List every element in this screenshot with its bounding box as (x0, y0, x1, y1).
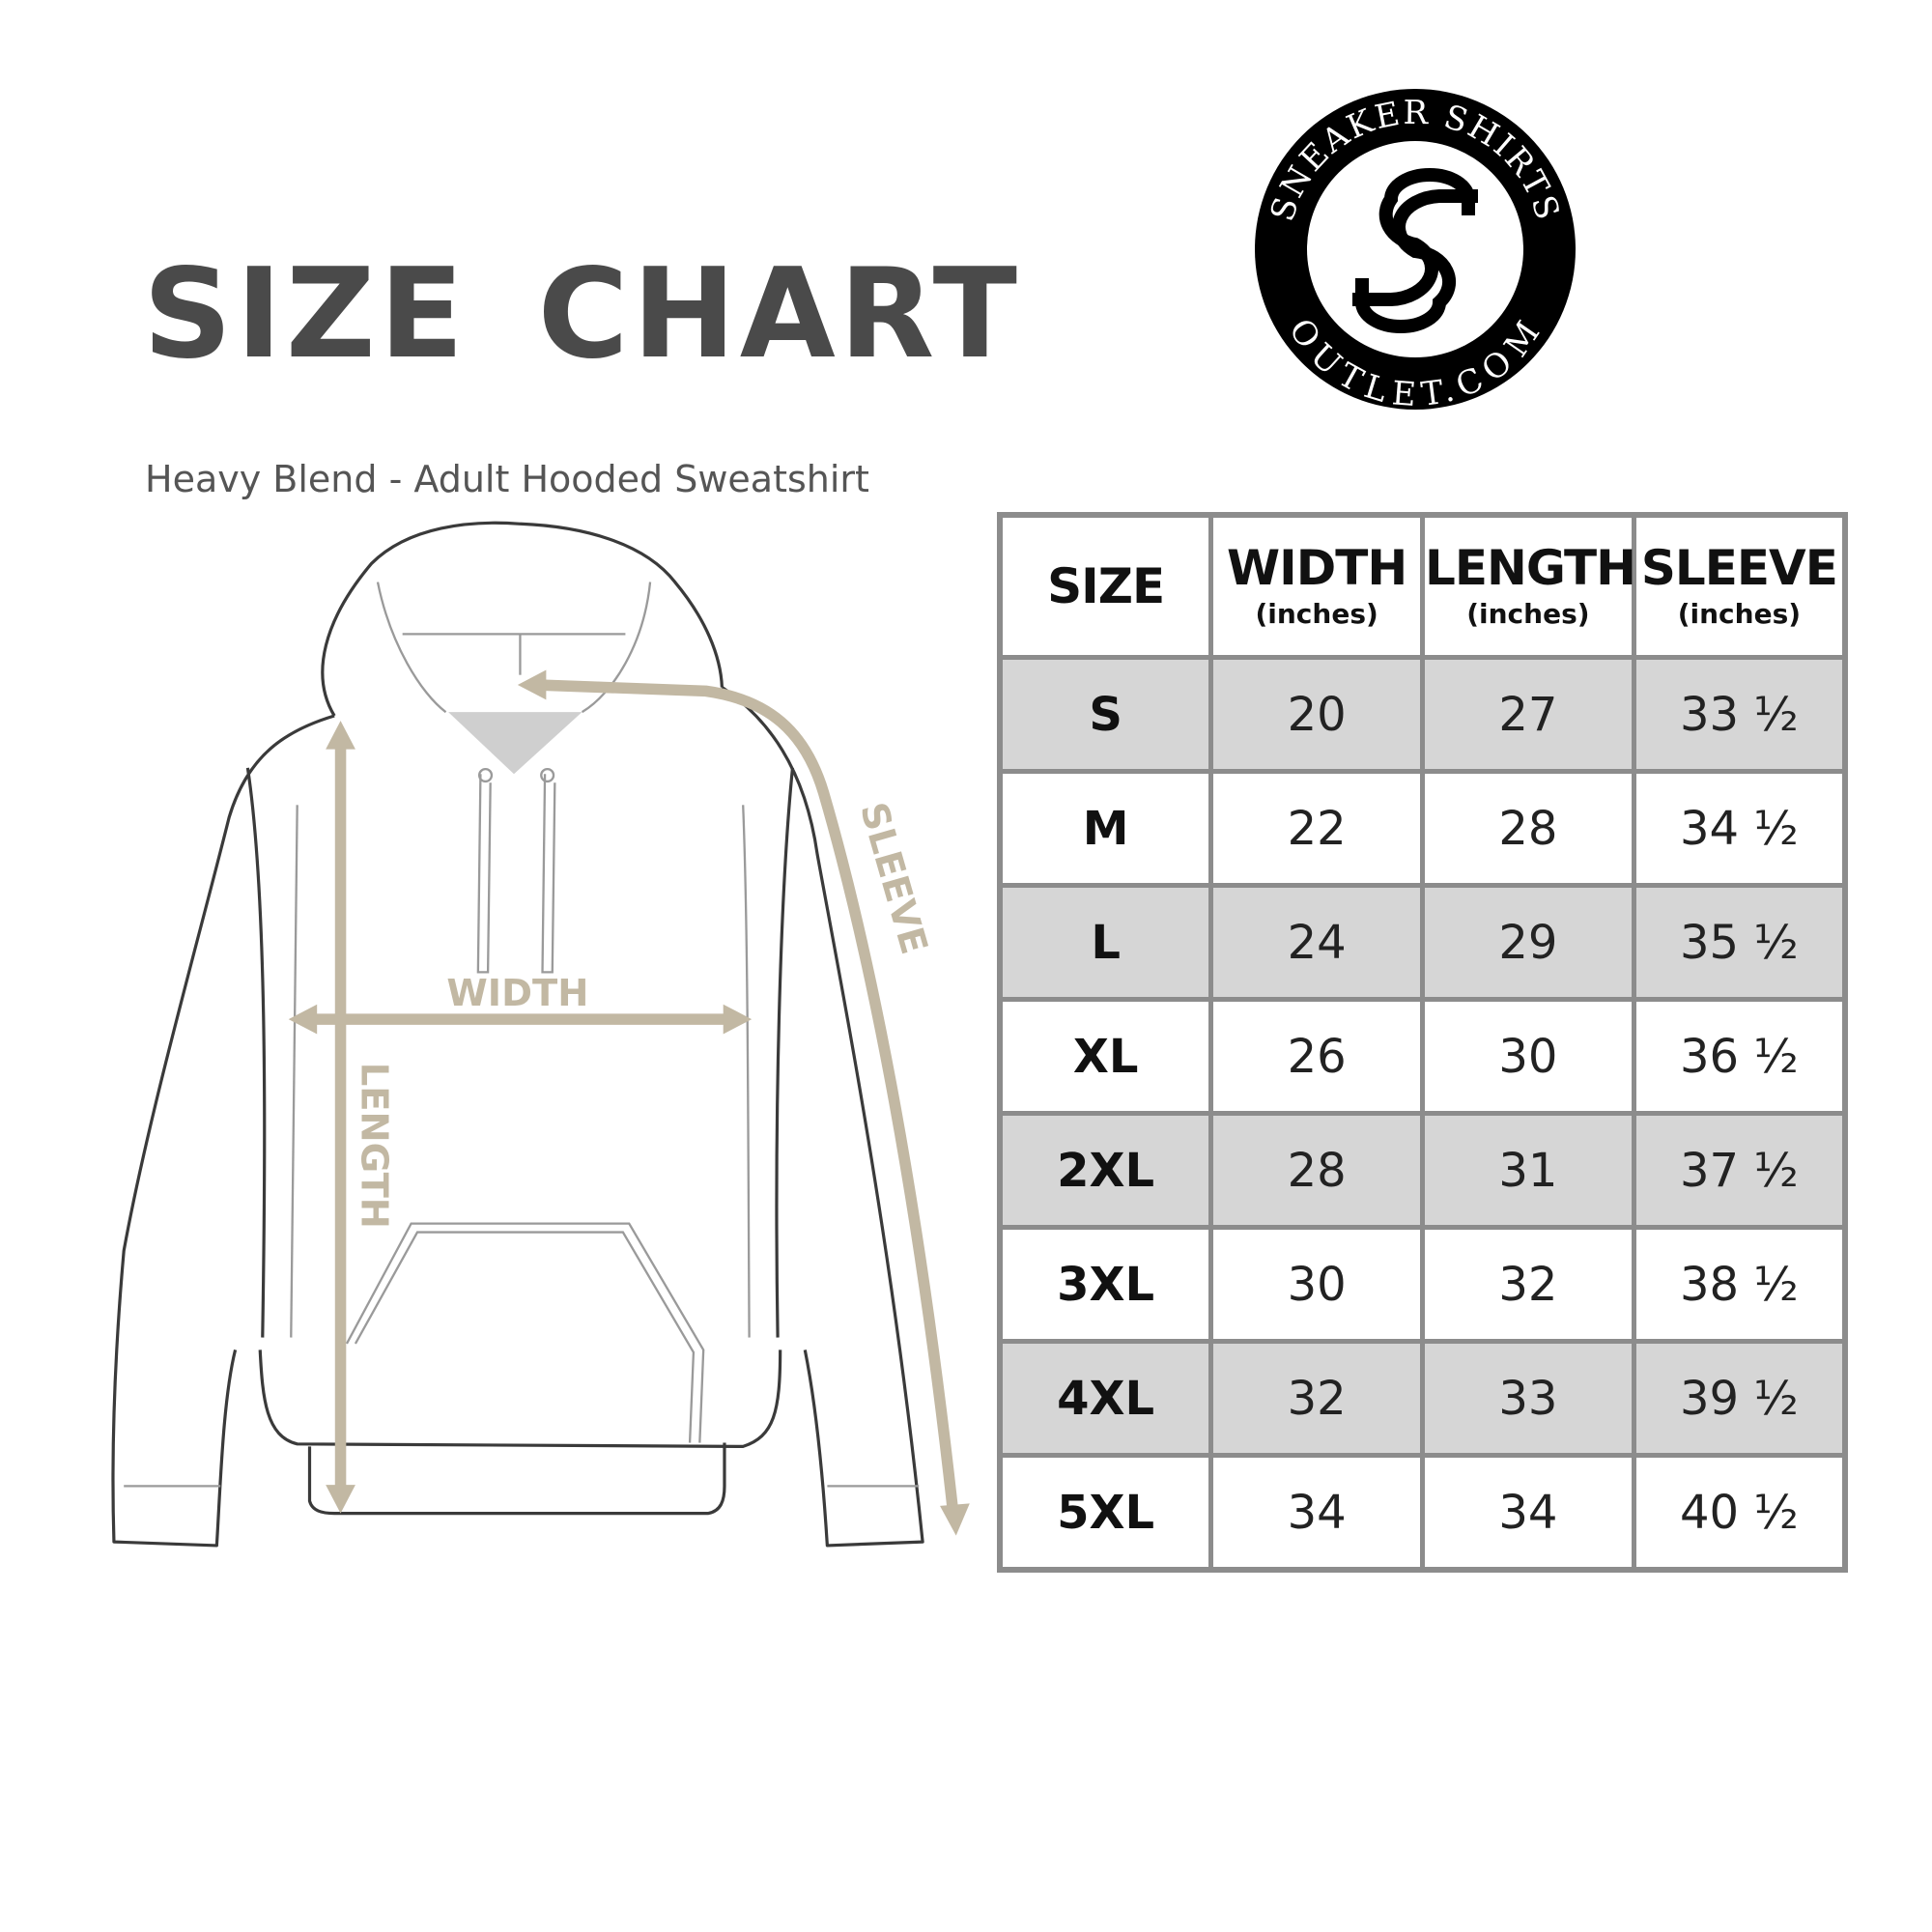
table-row: L 24 29 35 ½ (997, 883, 1848, 1002)
header-sleeve: SLEEVE (inches) (1631, 512, 1848, 660)
page-title: SIZE CHART (143, 242, 1021, 386)
cell-sleeve: 36 ½ (1631, 997, 1848, 1116)
cell-sleeve: 35 ½ (1631, 883, 1848, 1002)
length-label: LENGTH (352, 1063, 395, 1229)
cell-sleeve: 33 ½ (1631, 655, 1848, 774)
product-subtitle: Heavy Blend - Adult Hooded Sweatshirt (145, 458, 869, 500)
cell-length: 34 (1420, 1453, 1636, 1573)
brand-logo: SNEAKER SHIRTS OUTLET.COM (1255, 89, 1576, 413)
cell-sleeve: 34 ½ (1631, 769, 1848, 888)
cell-width: 20 (1208, 655, 1425, 774)
header-width: WIDTH (inches) (1208, 512, 1425, 660)
cell-length: 33 (1420, 1339, 1636, 1458)
cell-sleeve: 38 ½ (1631, 1225, 1848, 1344)
cell-width: 28 (1208, 1111, 1425, 1230)
table-row: M 22 28 34 ½ (997, 769, 1848, 888)
arrowheads (288, 669, 970, 1536)
cell-width: 24 (1208, 883, 1425, 1002)
table-row: 5XL 34 34 40 ½ (997, 1453, 1848, 1573)
cell-size: 2XL (997, 1111, 1214, 1230)
cell-size: S (997, 655, 1214, 774)
sleeve-arrow (529, 679, 959, 1523)
cell-size: 4XL (997, 1339, 1214, 1458)
cell-width: 22 (1208, 769, 1425, 888)
cell-length: 28 (1420, 769, 1636, 888)
table-row: 3XL 30 32 38 ½ (997, 1225, 1848, 1344)
cell-sleeve: 37 ½ (1631, 1111, 1848, 1230)
table-row: 2XL 28 31 37 ½ (997, 1111, 1848, 1230)
cell-size: XL (997, 997, 1214, 1116)
cell-sleeve: 39 ½ (1631, 1339, 1848, 1458)
cell-width: 30 (1208, 1225, 1425, 1344)
cell-size: M (997, 769, 1214, 888)
cell-length: 32 (1420, 1225, 1636, 1344)
cell-size: 3XL (997, 1225, 1214, 1344)
cell-length: 31 (1420, 1111, 1636, 1230)
cell-width: 26 (1208, 997, 1425, 1116)
cell-size: L (997, 883, 1214, 1002)
cell-sleeve: 40 ½ (1631, 1453, 1848, 1573)
cell-length: 27 (1420, 655, 1636, 774)
neck-label-area (448, 712, 582, 775)
cell-length: 30 (1420, 997, 1636, 1116)
width-label: WIDTH (446, 972, 588, 1015)
table-row: S 20 27 33 ½ (997, 655, 1848, 774)
cell-length: 29 (1420, 883, 1636, 1002)
hoodie-outline (111, 521, 924, 1548)
cell-width: 34 (1208, 1453, 1425, 1573)
header-size: SIZE (997, 512, 1214, 660)
hoodie-details (124, 582, 920, 1488)
table-row: XL 26 30 36 ½ (997, 997, 1848, 1116)
table-header-row: SIZE WIDTH (inches) LENGTH (inches) SLEEVE… (997, 512, 1848, 660)
measurement-arrows (301, 679, 959, 1523)
monogram-icon (1352, 168, 1478, 333)
cell-width: 32 (1208, 1339, 1425, 1458)
table-row: 4XL 32 33 39 ½ (997, 1339, 1848, 1458)
header-length: LENGTH (inches) (1420, 512, 1636, 660)
size-table: SIZE WIDTH (inches) LENGTH (inches) SLEEVE… (997, 512, 1848, 1573)
cell-size: 5XL (997, 1453, 1214, 1573)
